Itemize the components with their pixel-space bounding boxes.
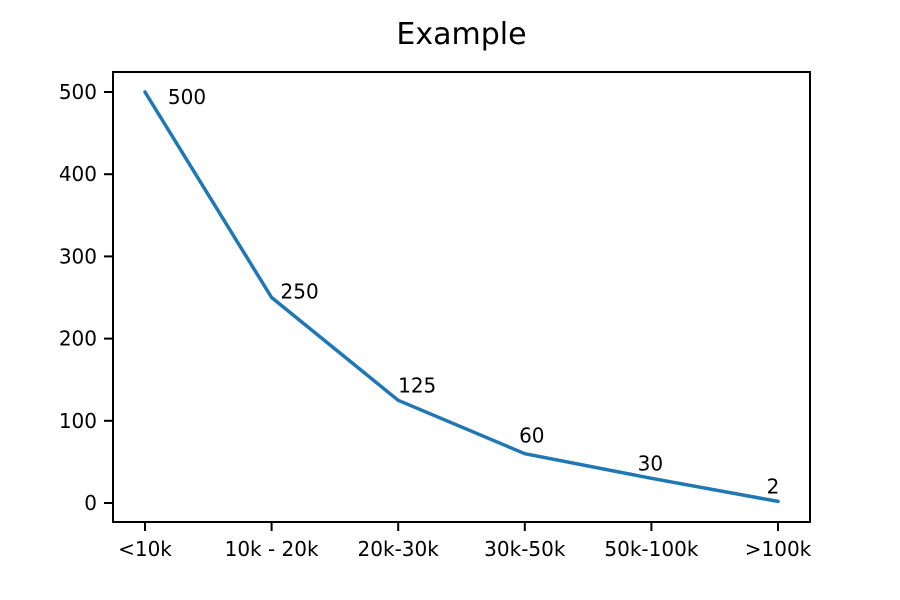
plot-border <box>112 71 811 523</box>
data-point-label: 2 <box>767 474 780 498</box>
data-line <box>143 90 780 504</box>
y-axis-tick-label: 200 <box>59 327 97 351</box>
x-axis-tick-label: 30k-50k <box>484 537 566 561</box>
y-axis-tick-label: 400 <box>59 162 97 186</box>
y-axis-tick-label: 100 <box>59 409 97 433</box>
y-axis-tick-label: 500 <box>59 80 97 104</box>
x-axis-tick-label: >100k <box>745 537 812 561</box>
data-point-label: 125 <box>398 373 436 397</box>
x-axis-tick-label: <10k <box>118 537 172 561</box>
data-point-label: 60 <box>519 424 544 448</box>
x-axis-tick-label: 10k - 20k <box>225 537 319 561</box>
data-point-label: 250 <box>281 280 319 304</box>
data-point-label: 500 <box>168 85 206 109</box>
chart-title: Example <box>396 17 527 52</box>
x-axis-tick-label: 50k-100k <box>604 537 698 561</box>
y-axis-tick-label: 300 <box>59 244 97 268</box>
data-point-label: 30 <box>638 451 663 475</box>
x-axis-tick-label: 20k-30k <box>358 537 440 561</box>
y-axis-tick-label: 0 <box>84 491 97 515</box>
